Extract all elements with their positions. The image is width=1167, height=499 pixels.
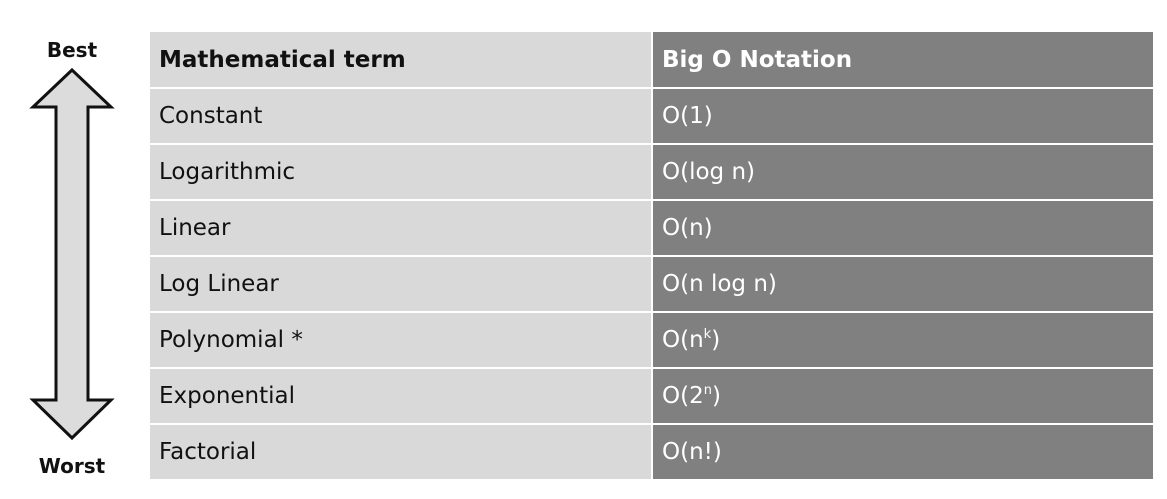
notation-base: O(n <box>662 327 704 353</box>
best-label: Best <box>46 38 98 62</box>
double-arrow-icon <box>29 67 115 441</box>
notation-cell: O(log n) <box>652 144 1153 201</box>
notation-cell: O(n!) <box>652 424 1153 481</box>
table-row: Linear O(n) <box>150 200 1153 257</box>
term-cell: Constant <box>150 88 653 145</box>
term-cell: Factorial <box>150 424 653 481</box>
notation-base: O(2 <box>662 383 704 409</box>
header-mathematical-term: Mathematical term <box>150 32 653 89</box>
table-row: Factorial O(n!) <box>150 424 1153 481</box>
notation-cell: O(nk) <box>652 312 1153 369</box>
term-cell: Polynomial * <box>150 312 653 369</box>
notation-superscript: k <box>703 327 712 342</box>
notation-cell: O(1) <box>652 88 1153 145</box>
notation-end: ) <box>711 383 721 409</box>
notation-cell: O(n log n) <box>652 256 1153 313</box>
best-worst-scale: Best Worst <box>22 34 122 480</box>
worst-label: Worst <box>38 454 106 478</box>
notation-end: ) <box>711 327 721 353</box>
term-cell: Logarithmic <box>150 144 653 201</box>
table-row: Log Linear O(n log n) <box>150 256 1153 313</box>
big-o-table: Mathematical term Big O Notation Constan… <box>150 32 1153 481</box>
table-row: Logarithmic O(log n) <box>150 144 1153 201</box>
notation-cell: O(n) <box>652 200 1153 257</box>
term-cell: Exponential <box>150 368 653 425</box>
notation-superscript: n <box>703 383 712 398</box>
header-big-o-notation: Big O Notation <box>652 32 1153 89</box>
table-row: Exponential O(2n) <box>150 368 1153 425</box>
table-row: Constant O(1) <box>150 88 1153 145</box>
table-header-row: Mathematical term Big O Notation <box>150 32 1153 89</box>
term-cell: Log Linear <box>150 256 653 313</box>
notation-cell: O(2n) <box>652 368 1153 425</box>
term-cell: Linear <box>150 200 653 257</box>
table-row: Polynomial * O(nk) <box>150 312 1153 369</box>
